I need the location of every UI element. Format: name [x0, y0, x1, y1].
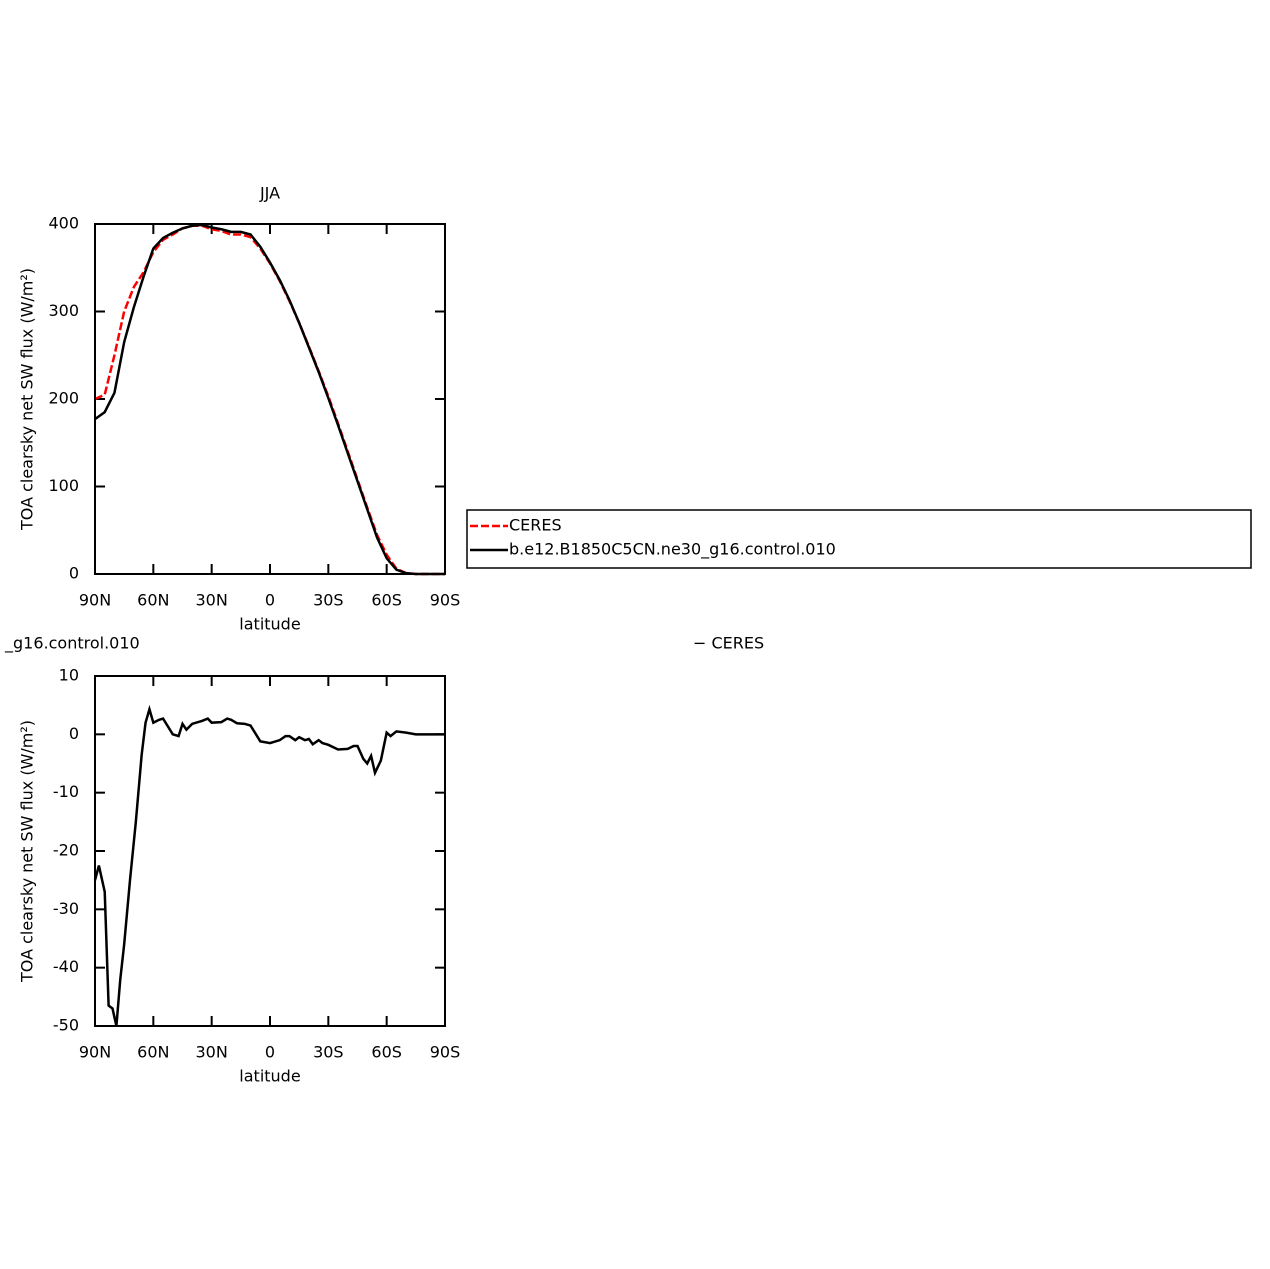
x-axis-label: latitude: [239, 1067, 300, 1086]
y-tick-label: 100: [48, 476, 79, 495]
x-tick-label: 60S: [371, 591, 402, 610]
x-tick-label: 30N: [196, 1043, 228, 1062]
y-tick-label: 200: [48, 389, 79, 408]
y-tick-label: -20: [53, 841, 79, 860]
x-tick-label: 60S: [371, 1043, 402, 1062]
x-tick-label: 90S: [430, 591, 461, 610]
data-line: [94, 224, 445, 576]
y-axis-label: TOA clearsky net SW flux (W/m²): [18, 720, 37, 983]
x-tick-label: 30S: [313, 1043, 344, 1062]
x-axis-label: latitude: [239, 615, 300, 634]
x-tick-label: 90N: [79, 1043, 111, 1062]
x-tick-label: 60N: [137, 1043, 169, 1062]
y-tick-label: -50: [53, 1016, 79, 1035]
data-line: [94, 223, 445, 576]
x-tick-label: 90S: [430, 1043, 461, 1062]
x-tick-label: 30S: [313, 591, 344, 610]
x-tick-label: 90N: [79, 591, 111, 610]
chart-title: JJA: [259, 184, 280, 203]
chart-title-right: − CERES: [693, 634, 764, 653]
y-tick-label: -10: [53, 782, 79, 801]
y-tick-label: 10: [59, 666, 79, 685]
y-tick-label: -40: [53, 957, 79, 976]
y-axis-label: TOA clearsky net SW flux (W/m²): [18, 268, 37, 531]
legend-box: [466, 509, 1252, 569]
legend-label: CERES: [509, 516, 562, 535]
plot-frame: [94, 675, 446, 1027]
legend-label: b.e12.B1850C5CN.ne30_g16.control.010: [509, 540, 836, 560]
y-tick-label: 400: [48, 214, 79, 233]
data-line: [93, 704, 445, 1027]
x-tick-label: 0: [265, 1043, 275, 1062]
x-tick-label: 30N: [196, 591, 228, 610]
y-tick-label: 0: [69, 564, 79, 583]
chart-title-left: _g16.control.010: [4, 634, 140, 654]
plot-frame: [94, 223, 446, 575]
x-tick-label: 60N: [137, 591, 169, 610]
y-tick-label: -30: [53, 899, 79, 918]
y-tick-label: 0: [69, 724, 79, 743]
y-tick-label: 300: [48, 301, 79, 320]
x-tick-label: 0: [265, 591, 275, 610]
